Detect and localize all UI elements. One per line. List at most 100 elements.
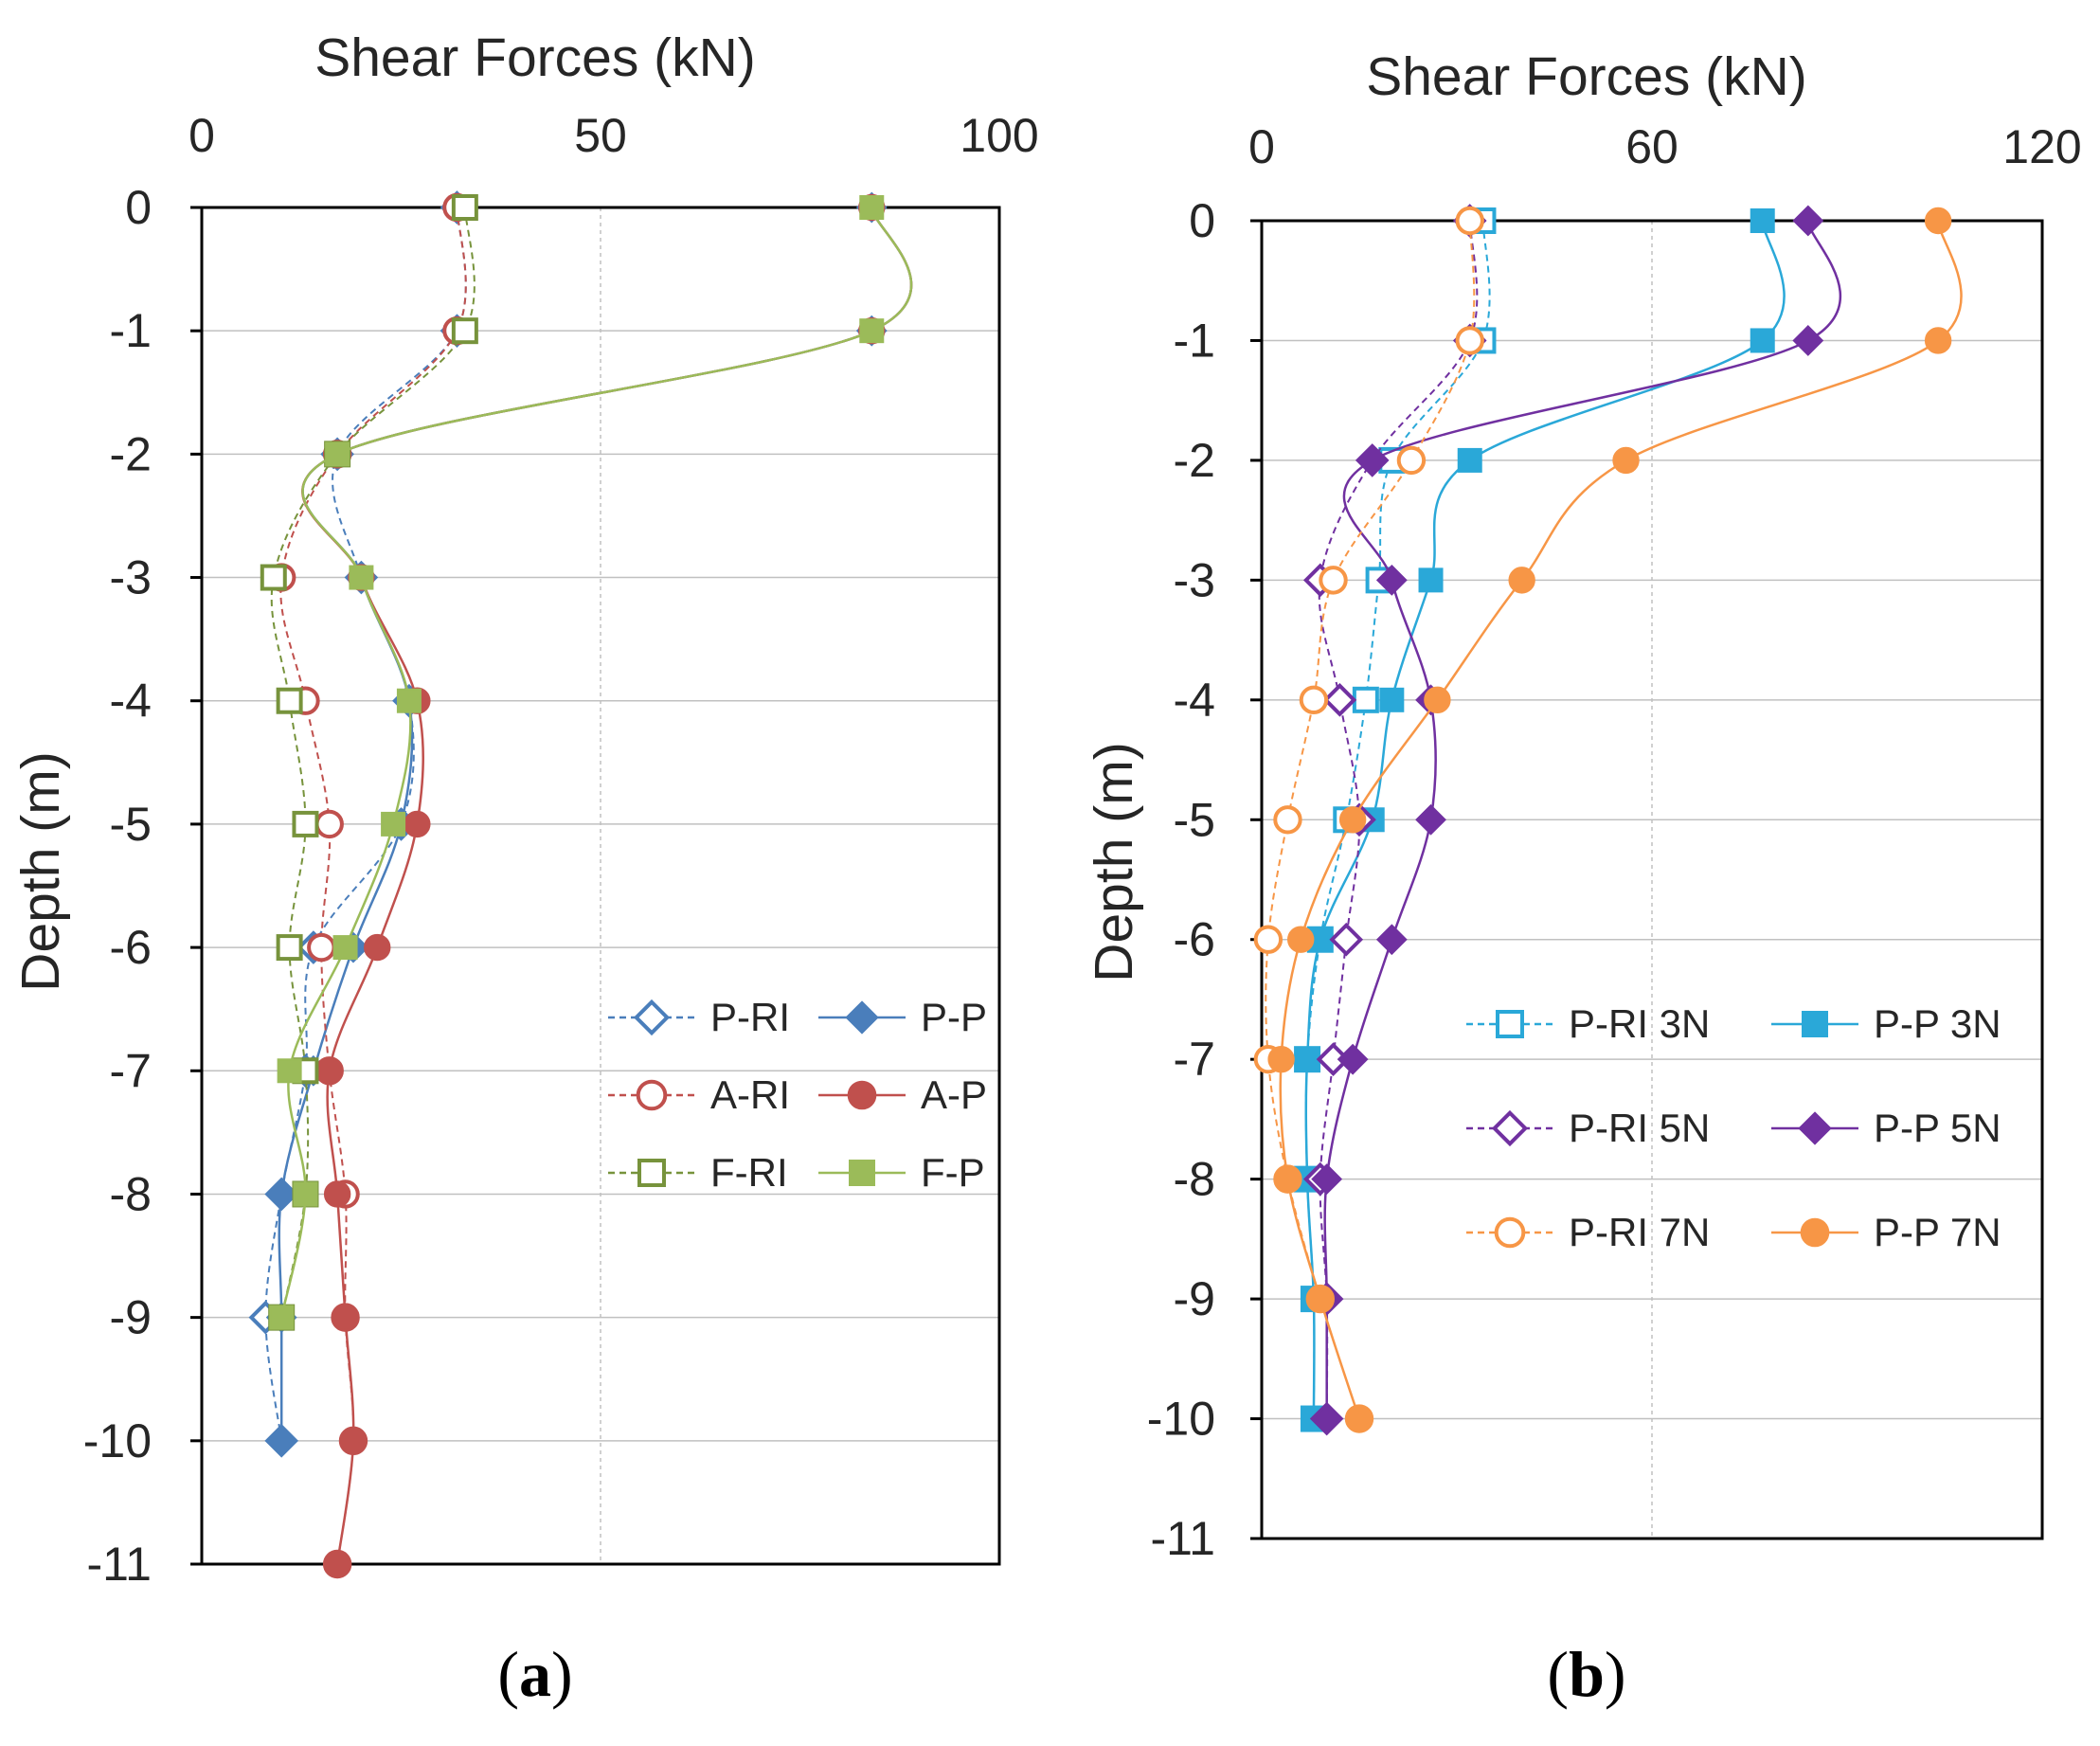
panel-b-y-tick-label: -2 [1174, 434, 1215, 487]
legend-marker-p-p [845, 1000, 879, 1035]
data-point-f-p [325, 441, 350, 467]
data-point-p-p-7n [1924, 207, 1952, 235]
series-p-p-5n [1311, 205, 1842, 1434]
legend-marker-p-p-7n [1800, 1217, 1830, 1248]
data-point-p-ri-7n [1299, 685, 1329, 715]
panel-a-y-tick-label: -5 [110, 798, 152, 851]
data-point-p-p-7n [1287, 926, 1315, 953]
series-a-p [301, 193, 913, 1578]
data-point-p-ri-7n [1455, 206, 1484, 236]
series-p-p-7n [1267, 207, 1963, 1432]
data-point-p-p-3n [1750, 328, 1775, 353]
legend-label-a-ri: A-RI [710, 1072, 790, 1117]
data-point-p-ri-7n [1273, 805, 1302, 835]
data-point-p-ri-5n [1322, 682, 1357, 717]
data-point-a-p [332, 1304, 359, 1331]
legend-label-p-p-5n: P-P 5N [1874, 1106, 2001, 1150]
series-line-a-p [301, 207, 913, 1565]
data-point-f-p [277, 1058, 302, 1084]
panel-a-x-tick-label: 0 [188, 109, 215, 162]
legend-marker-p-ri-5n [1491, 1109, 1529, 1147]
data-point-f-p [269, 1305, 295, 1330]
panel-b-plot-area [1260, 219, 2044, 1540]
panel-b-x-tick-label: 60 [1625, 120, 1678, 173]
data-point-f-ri [276, 687, 303, 714]
panel-b-y-tick-label: -5 [1174, 793, 1215, 846]
panel-b-y-tick-label: -8 [1174, 1153, 1215, 1206]
data-point-p-p-7n [1338, 806, 1367, 834]
data-point-p-p-5n [1375, 564, 1408, 596]
data-point-p-ri-7n [1319, 566, 1348, 595]
panel-a-y-tick-label: -9 [110, 1291, 152, 1344]
data-point-p-ri-7n [1455, 326, 1484, 355]
panel-b-y-tick-label: -1 [1174, 314, 1215, 367]
panel-b-legend: P-RI 3N P-P 3N P-RI 5N P-P 5N P-RI 7N P-P 7N [1466, 1001, 2001, 1254]
panel-b-y-tick-label: -7 [1174, 1033, 1215, 1086]
panel-a-y-tick-label: 0 [125, 181, 152, 234]
series-f-ri [260, 194, 478, 1331]
data-point-p-p-5n [1792, 205, 1824, 237]
panel-b-x-tick-label: 0 [1248, 120, 1275, 173]
data-point-f-p [349, 565, 374, 590]
data-point-p-p-7n [1424, 686, 1451, 714]
panel-a-y-axis-title: Depth (m) [10, 751, 71, 991]
data-point-f-ri [292, 810, 319, 837]
panel-a-legend: P-RI P-P A-RI A-P F-RI F-P [608, 995, 987, 1195]
chart-panel-b: 0 60 120 0 -1 -2 -3 -4 -5 -6 -7 -8 -9 -10 -11 Shear For… [1084, 46, 2082, 1710]
data-point-p-p-7n [1508, 567, 1535, 594]
legend-marker-f-p [849, 1160, 875, 1186]
data-point-p-p-7n [1924, 327, 1952, 354]
legend-label-f-p: F-P [921, 1150, 985, 1195]
panel-b-gridlines [1262, 221, 2042, 1539]
data-point-f-p [859, 195, 885, 220]
panel-b-y-tick-label: -3 [1174, 553, 1215, 606]
series-line-p-p-7n [1279, 220, 1963, 1419]
panel-b-caption: (b) [1547, 1638, 1625, 1710]
panel-a-y-tick-label: -4 [110, 675, 152, 728]
legend-marker-p-ri-7n [1494, 1216, 1526, 1249]
panel-b-x-axis-title: Shear Forces (kN) [1366, 46, 1807, 107]
data-point-p-p-5n [1415, 803, 1446, 836]
data-point-a-ri [314, 809, 344, 839]
legend-label-f-ri: F-RI [710, 1150, 788, 1195]
panel-b-y-tick-label: -10 [1147, 1393, 1215, 1446]
data-point-p-p-3n [1750, 208, 1775, 233]
data-point-f-p [381, 811, 406, 837]
data-point-p-p-3n [1379, 687, 1405, 712]
data-point-a-p [323, 1180, 351, 1208]
data-point-a-p [364, 933, 391, 962]
data-point-p-p-5n [1337, 1043, 1369, 1075]
legend-label-p-ri: P-RI [710, 995, 790, 1039]
panel-a-y-tick-label: -7 [110, 1044, 152, 1097]
panel-a-y-tick-label: -1 [110, 304, 152, 357]
legend-marker-p-p-3n [1802, 1011, 1828, 1037]
data-point-p-ri-5n [1329, 922, 1364, 957]
panel-a-y-tick-label: -3 [110, 551, 152, 604]
data-point-p-p-7n [1274, 1165, 1301, 1193]
series-line-p-ri-3n [1304, 220, 1491, 1419]
legend-marker-f-ri [637, 1159, 666, 1187]
legend-marker-p-ri [633, 999, 671, 1036]
data-point-p-p-3n [1295, 1047, 1320, 1072]
panel-b-y-tick-label: 0 [1189, 194, 1215, 247]
data-point-a-p [404, 810, 431, 838]
data-point-p-p [265, 1179, 297, 1210]
data-point-p-p-7n [1306, 1285, 1335, 1313]
panel-b-y-tick-label: -11 [1150, 1512, 1215, 1565]
data-point-p-p-5n [1375, 924, 1408, 956]
data-point-f-ri [276, 934, 303, 962]
panel-b-y-axis-title: Depth (m) [1084, 742, 1144, 981]
panel-a-gridlines [202, 207, 999, 1564]
panel-a-plot-area [200, 206, 1001, 1566]
series-line-f-p [279, 207, 913, 1318]
panel-b-y-tick-label: -9 [1174, 1272, 1215, 1325]
legend-label-p-ri-7n: P-RI 7N [1569, 1210, 1710, 1254]
panel-a-y-tick-label: -8 [110, 1167, 152, 1220]
series-a-ri [267, 192, 472, 1579]
panel-a-x-tick-label: 100 [960, 109, 1038, 162]
data-point-a-p [323, 1550, 351, 1578]
data-point-a-ri [307, 932, 336, 963]
data-point-a-p [339, 1427, 368, 1455]
panel-a-caption: (a) [497, 1638, 572, 1710]
panel-b-y-tick-label: -4 [1174, 674, 1215, 727]
